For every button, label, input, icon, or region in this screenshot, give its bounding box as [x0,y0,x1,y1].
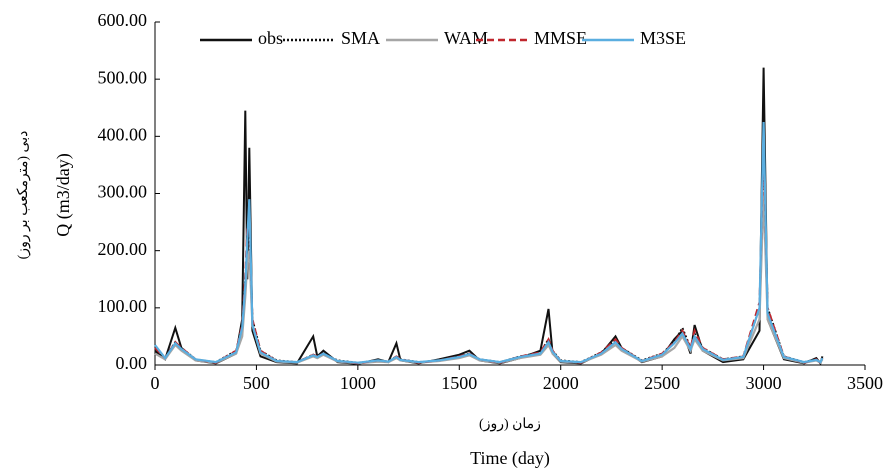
x-axis-label: Time (day) [470,448,550,469]
x-tick-label: 2000 [543,373,579,393]
y-tick-label: 200.00 [98,239,148,259]
y-tick-label: 600.00 [98,10,148,30]
x-tick-label: 3000 [746,373,782,393]
legend-label: obs [258,28,283,48]
y-tick-label: 100.00 [98,296,148,316]
series-line [154,121,824,364]
y-axis-label: Q (m3/day) [53,153,74,236]
legend-label: SMA [341,28,380,48]
x-tick-label: 1000 [340,373,376,393]
y-tick-label: 300.00 [98,182,148,202]
x-axis-label-fa: زمان (روز) [479,417,541,432]
y-tick-label: 0.00 [116,353,148,373]
legend-label: MMSE [534,28,587,48]
y-tick-label: 500.00 [98,67,148,87]
x-tick-label: 1500 [441,373,477,393]
x-tick-label: 2500 [644,373,680,393]
legend-label: WAM [444,28,488,48]
y-tick-label: 400.00 [98,124,148,144]
y-axis-label-fa: دبی (مترمکعب بر روز) [16,131,31,260]
x-tick-label: 0 [151,373,160,393]
legend-label: M3SE [640,28,686,48]
x-tick-label: 500 [243,373,270,393]
series-line [154,67,824,366]
x-tick-label: 3500 [847,373,883,393]
